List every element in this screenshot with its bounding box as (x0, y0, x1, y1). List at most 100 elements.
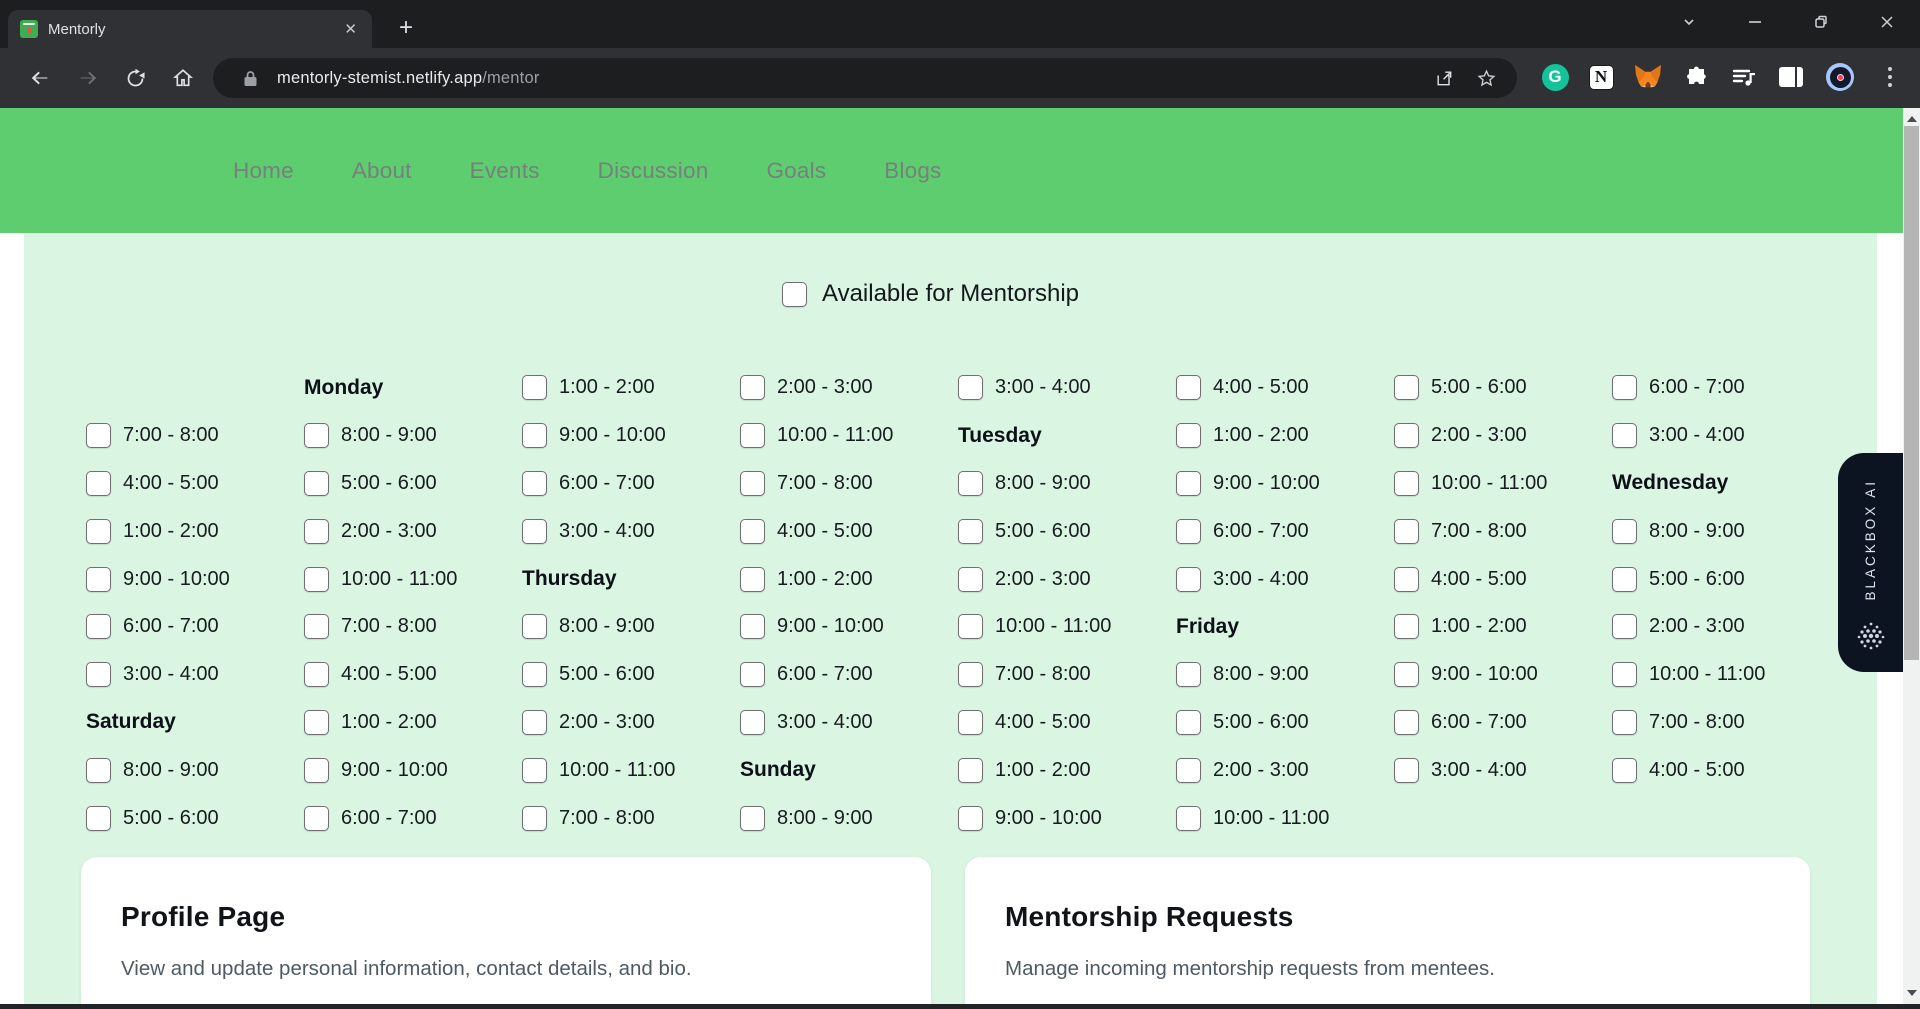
timeslot-checkbox-saturday-1-00-2-00[interactable] (304, 709, 329, 735)
timeslot-checkbox-thursday-5-00-6-00[interactable] (1612, 566, 1637, 592)
scrollbar-thumb[interactable] (1904, 126, 1919, 660)
timeslot-checkbox-saturday-7-00-8-00[interactable] (1612, 709, 1637, 735)
timeslot-checkbox-tuesday-6-00-7-00[interactable] (522, 470, 547, 496)
timeslot-checkbox-saturday-8-00-9-00[interactable] (86, 757, 111, 783)
timeslot-checkbox-wednesday-6-00-7-00[interactable] (1176, 518, 1201, 544)
timeslot-checkbox-thursday-1-00-2-00[interactable] (740, 566, 765, 592)
timeslot-checkbox-saturday-3-00-4-00[interactable] (740, 709, 765, 735)
blackbox-ai-side-tab[interactable]: BLACKBOX AI (1838, 453, 1903, 672)
timeslot-checkbox-tuesday-2-00-3-00[interactable] (1394, 423, 1419, 449)
timeslot-checkbox-sunday-5-00-6-00[interactable] (86, 805, 111, 831)
notion-extension-icon[interactable]: N (1585, 61, 1617, 93)
timeslot-checkbox-wednesday-5-00-6-00[interactable] (958, 518, 983, 544)
timeslot-checkbox-monday-8-00-9-00[interactable] (304, 423, 329, 449)
nav-link-goals[interactable]: Goals (766, 157, 827, 183)
timeslot-checkbox-friday-9-00-10-00[interactable] (1394, 662, 1419, 688)
timeslot-checkbox-friday-2-00-3-00[interactable] (1612, 614, 1637, 640)
playlist-extension-icon[interactable] (1728, 61, 1760, 93)
bookmark-star-icon[interactable] (1471, 63, 1501, 93)
timeslot-checkbox-sunday-4-00-5-00[interactable] (1612, 757, 1637, 783)
scroll-down-arrow[interactable] (1903, 984, 1920, 1001)
window-chevron-icon[interactable] (1656, 0, 1722, 44)
timeslot-checkbox-thursday-6-00-7-00[interactable] (86, 614, 111, 640)
timeslot-checkbox-monday-10-00-11-00[interactable] (740, 423, 765, 449)
timeslot-checkbox-saturday-5-00-6-00[interactable] (1176, 709, 1201, 735)
timeslot-checkbox-monday-3-00-4-00[interactable] (958, 375, 983, 401)
home-icon[interactable] (167, 62, 199, 94)
timeslot-checkbox-saturday-4-00-5-00[interactable] (958, 709, 983, 735)
tab-close-icon[interactable]: ✕ (344, 20, 357, 38)
timeslot-checkbox-monday-2-00-3-00[interactable] (740, 375, 765, 401)
timeslot-checkbox-thursday-3-00-4-00[interactable] (1176, 566, 1201, 592)
timeslot-checkbox-friday-4-00-5-00[interactable] (304, 662, 329, 688)
side-panel-icon[interactable] (1775, 61, 1807, 93)
profile-avatar[interactable] (1824, 61, 1856, 93)
timeslot-checkbox-tuesday-8-00-9-00[interactable] (958, 470, 983, 496)
timeslot-checkbox-tuesday-5-00-6-00[interactable] (304, 470, 329, 496)
timeslot-checkbox-sunday-3-00-4-00[interactable] (1394, 757, 1419, 783)
timeslot-checkbox-sunday-8-00-9-00[interactable] (740, 805, 765, 831)
profile-page-card[interactable]: Profile Page View and update personal in… (81, 857, 931, 1009)
timeslot-checkbox-wednesday-3-00-4-00[interactable] (522, 518, 547, 544)
timeslot-checkbox-sunday-9-00-10-00[interactable] (958, 805, 983, 831)
timeslot-checkbox-tuesday-7-00-8-00[interactable] (740, 470, 765, 496)
timeslot-checkbox-tuesday-1-00-2-00[interactable] (1176, 423, 1201, 449)
nav-link-about[interactable]: About (351, 157, 412, 183)
timeslot-checkbox-wednesday-9-00-10-00[interactable] (86, 566, 111, 592)
timeslot-checkbox-friday-7-00-8-00[interactable] (958, 662, 983, 688)
timeslot-checkbox-sunday-7-00-8-00[interactable] (522, 805, 547, 831)
timeslot-checkbox-friday-1-00-2-00[interactable] (1394, 614, 1419, 640)
nav-link-home[interactable]: Home (233, 157, 294, 183)
nav-link-events[interactable]: Events (469, 157, 540, 183)
timeslot-checkbox-wednesday-10-00-11-00[interactable] (304, 566, 329, 592)
timeslot-checkbox-tuesday-3-00-4-00[interactable] (1612, 423, 1637, 449)
timeslot-checkbox-thursday-8-00-9-00[interactable] (522, 614, 547, 640)
timeslot-checkbox-sunday-10-00-11-00[interactable] (1176, 805, 1201, 831)
timeslot-checkbox-tuesday-9-00-10-00[interactable] (1176, 470, 1201, 496)
timeslot-checkbox-sunday-1-00-2-00[interactable] (958, 757, 983, 783)
timeslot-checkbox-friday-8-00-9-00[interactable] (1176, 662, 1201, 688)
address-bar[interactable]: mentorly-stemist.netlify.app/mentor (213, 58, 1517, 98)
window-close-button[interactable] (1854, 0, 1920, 44)
nav-link-discussion[interactable]: Discussion (597, 157, 709, 183)
timeslot-checkbox-monday-4-00-5-00[interactable] (1176, 375, 1201, 401)
timeslot-checkbox-wednesday-7-00-8-00[interactable] (1394, 518, 1419, 544)
back-icon[interactable] (24, 62, 56, 94)
timeslot-checkbox-monday-5-00-6-00[interactable] (1394, 375, 1419, 401)
timeslot-checkbox-friday-5-00-6-00[interactable] (522, 662, 547, 688)
timeslot-checkbox-thursday-7-00-8-00[interactable] (304, 614, 329, 640)
grammarly-extension-icon[interactable]: G (1539, 61, 1571, 93)
timeslot-checkbox-thursday-10-00-11-00[interactable] (958, 614, 983, 640)
timeslot-checkbox-friday-6-00-7-00[interactable] (740, 662, 765, 688)
timeslot-checkbox-thursday-4-00-5-00[interactable] (1394, 566, 1419, 592)
timeslot-checkbox-friday-10-00-11-00[interactable] (1612, 662, 1637, 688)
timeslot-checkbox-tuesday-10-00-11-00[interactable] (1394, 470, 1419, 496)
timeslot-checkbox-thursday-9-00-10-00[interactable] (740, 614, 765, 640)
timeslot-checkbox-saturday-2-00-3-00[interactable] (522, 709, 547, 735)
reload-icon[interactable] (119, 62, 151, 94)
timeslot-checkbox-wednesday-8-00-9-00[interactable] (1612, 518, 1637, 544)
metamask-extension-icon[interactable] (1632, 61, 1664, 93)
timeslot-checkbox-monday-1-00-2-00[interactable] (522, 375, 547, 401)
browser-tab-mentorly[interactable]: Mentorly ✕ (8, 10, 372, 48)
timeslot-checkbox-tuesday-4-00-5-00[interactable] (86, 470, 111, 496)
timeslot-checkbox-wednesday-4-00-5-00[interactable] (740, 518, 765, 544)
timeslot-checkbox-monday-7-00-8-00[interactable] (86, 423, 111, 449)
window-minimize-button[interactable] (1722, 0, 1788, 44)
timeslot-checkbox-wednesday-2-00-3-00[interactable] (304, 518, 329, 544)
timeslot-checkbox-wednesday-1-00-2-00[interactable] (86, 518, 111, 544)
timeslot-checkbox-saturday-10-00-11-00[interactable] (522, 757, 547, 783)
timeslot-checkbox-monday-6-00-7-00[interactable] (1612, 375, 1637, 401)
mentorship-requests-card[interactable]: Mentorship Requests Manage incoming ment… (965, 857, 1810, 1009)
extensions-puzzle-icon[interactable] (1681, 61, 1713, 93)
timeslot-checkbox-saturday-6-00-7-00[interactable] (1394, 709, 1419, 735)
nav-link-blogs[interactable]: Blogs (884, 157, 942, 183)
new-tab-button[interactable]: + (398, 14, 413, 41)
browser-menu-kebab-icon[interactable] (1874, 61, 1906, 93)
timeslot-checkbox-friday-3-00-4-00[interactable] (86, 662, 111, 688)
page-scrollbar[interactable] (1903, 108, 1920, 1009)
window-restore-button[interactable] (1788, 0, 1854, 44)
timeslot-checkbox-monday-9-00-10-00[interactable] (522, 423, 547, 449)
available-for-mentorship-checkbox[interactable] (782, 281, 807, 307)
share-icon[interactable] (1429, 63, 1459, 93)
